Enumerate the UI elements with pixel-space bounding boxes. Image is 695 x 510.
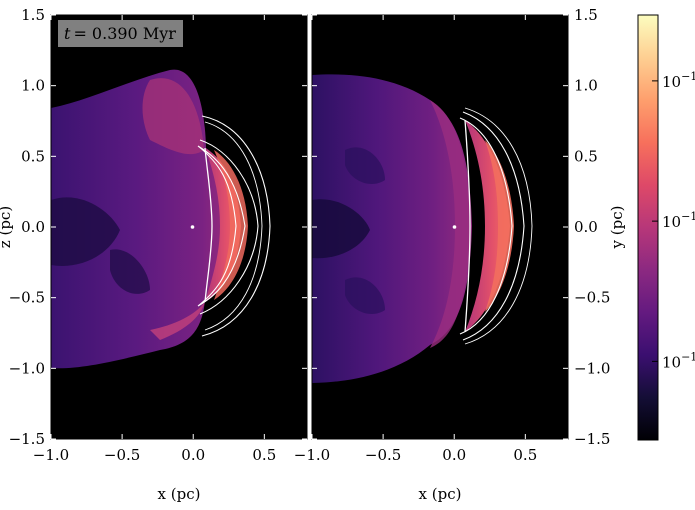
colorbar-tick-exponent: −1 [681,350,695,363]
colorbar-tick-label: 10−1 [662,210,695,231]
right-y-tick-label: −1.0 [574,359,610,377]
time-annotation: t = 0.390 Myr [58,20,183,47]
colorbar-tick-base: 10 [662,213,681,231]
right-y-ticks: −1.5 −1.0 −0.5 0.0 0.5 1.0 1.5 [312,6,610,448]
colorbar-tick-label: 10−1 [662,350,695,371]
right-panel: −1.5−1.0−0.50.00.51.01.5 −1.0 −0.5 0.0 0.5 … [294,6,626,503]
left-y-tick-label: 0.5 [21,147,45,165]
colorbar-tick-exponent: −1 [681,210,695,223]
colorbar-tick-base: 10 [662,73,681,91]
time-value: = 0.390 Myr [73,24,176,43]
left-heatmap [51,69,271,369]
colorbar-ticks: 10−110−110−1 [652,70,695,371]
left-x-tick-label: 0.0 [181,446,205,464]
right-x-tick-label: −0.5 [365,446,401,464]
colorbar-bar [637,14,659,441]
colorbar-tick-base: 10 [662,353,681,371]
right-y-tick-label: −0.5 [574,289,610,307]
right-x-axis-label: x (pc) [419,485,462,503]
right-y-tick-label: −1.5 [574,430,610,448]
left-x-tick-label: −0.5 [104,446,140,464]
right-y-axis-label: y (pc) [608,206,626,250]
right-y-tick-label: 1.5 [574,6,598,24]
time-symbol: t [64,24,71,43]
left-y-tick-label: 0.0 [21,218,45,236]
left-panel: t = 0.390 Myr −1.5−1.0−0.50.00.51.01.5 −1… [0,6,308,503]
right-y-tick-label: 0.0 [574,218,598,236]
left-x-axis-label: x (pc) [158,485,201,503]
right-y-tick-label: 1.0 [574,77,598,95]
colorbar-tick-exponent: −1 [681,70,695,83]
right-y-tick-label: 0.5 [574,147,598,165]
left-y-tick-label: −1.0 [9,359,45,377]
left-y-tick-label: −0.5 [9,289,45,307]
colorbar-tick-label: 10−1 [662,70,695,91]
left-y-axis-label: z (pc) [0,206,14,248]
right-x-tick-label: 0.0 [442,446,466,464]
right-x-tick-label: 0.5 [513,446,537,464]
right-x-ticks: −1.0 −0.5 0.0 0.5 [294,15,537,464]
colorbar: 10−110−110−1 [637,14,695,441]
left-y-tick-label: 1.0 [21,77,45,95]
left-y-tick-label: 1.5 [21,6,45,24]
right-heatmap [312,74,533,383]
left-y-ticks: −1.5 −1.0 −0.5 0.0 0.5 1.0 1.5 [9,6,307,448]
left-x-tick-label: 0.5 [252,446,276,464]
left-y-tick-label: −1.5 [9,430,45,448]
time-annotation-text: t = 0.390 Myr [64,24,176,43]
right-x-tick-label: −1.0 [294,446,330,464]
left-x-ticks: −1.0 −0.5 0.0 0.5 [33,15,276,464]
time-annotation-box [58,20,183,47]
left-x-tick-label: −1.0 [33,446,69,464]
